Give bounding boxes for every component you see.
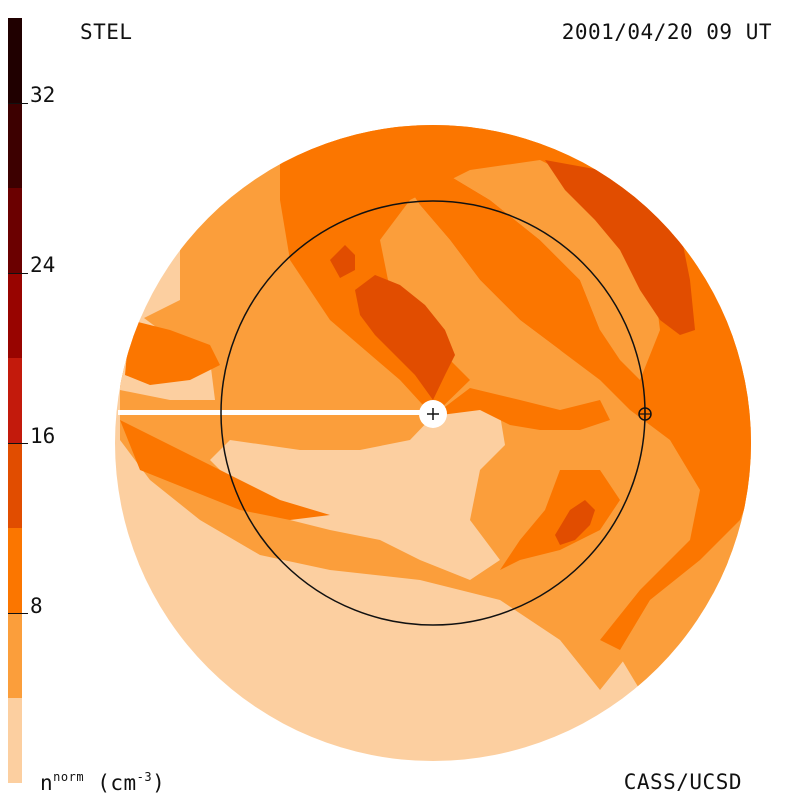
density-level-4-region xyxy=(555,500,595,545)
quantity-base: n xyxy=(40,771,54,795)
unit-superscript: -3 xyxy=(136,770,153,784)
observer-line-strip xyxy=(118,410,430,415)
colorbar-segment xyxy=(8,358,22,443)
colorbar-segment xyxy=(8,528,22,613)
colorbar-tick-label: 8 xyxy=(30,594,43,618)
colorbar-segment xyxy=(8,18,22,103)
density-level-4-region xyxy=(545,160,695,335)
density-level-3-region xyxy=(125,320,220,385)
density-level-1-region xyxy=(210,400,505,580)
density-level-3-region xyxy=(120,420,330,520)
density-level-4-region xyxy=(355,275,455,400)
colorbar-tick-label: 24 xyxy=(30,253,56,277)
unit-open: (cm xyxy=(84,771,137,795)
colorbar-segment xyxy=(8,103,22,188)
observatory-label: STEL xyxy=(80,20,133,44)
colorbar-segment xyxy=(8,188,22,273)
density-level-4-region xyxy=(330,245,355,278)
timestamp-label: 2001/04/20 09 UT xyxy=(561,20,772,44)
density-level-3-region xyxy=(433,388,610,430)
quantity-label: nnorm (cm-3) xyxy=(40,770,165,795)
colorbar-segment xyxy=(8,273,22,358)
credit-label: CASS/UCSD xyxy=(623,770,742,794)
density-disk xyxy=(115,125,751,761)
earth-icon xyxy=(638,407,652,421)
density-level-3-region xyxy=(500,470,620,570)
colorbar-segment xyxy=(8,613,22,698)
colorbar-segment xyxy=(8,443,22,528)
sun-icon xyxy=(419,400,447,428)
colorbar-segment xyxy=(8,698,22,783)
unit-close: ) xyxy=(152,771,166,795)
colorbar-tick-label: 16 xyxy=(30,424,56,448)
colorbar-tick-label: 32 xyxy=(30,83,56,107)
density-colorbar xyxy=(8,18,28,783)
quantity-superscript: norm xyxy=(53,770,85,784)
